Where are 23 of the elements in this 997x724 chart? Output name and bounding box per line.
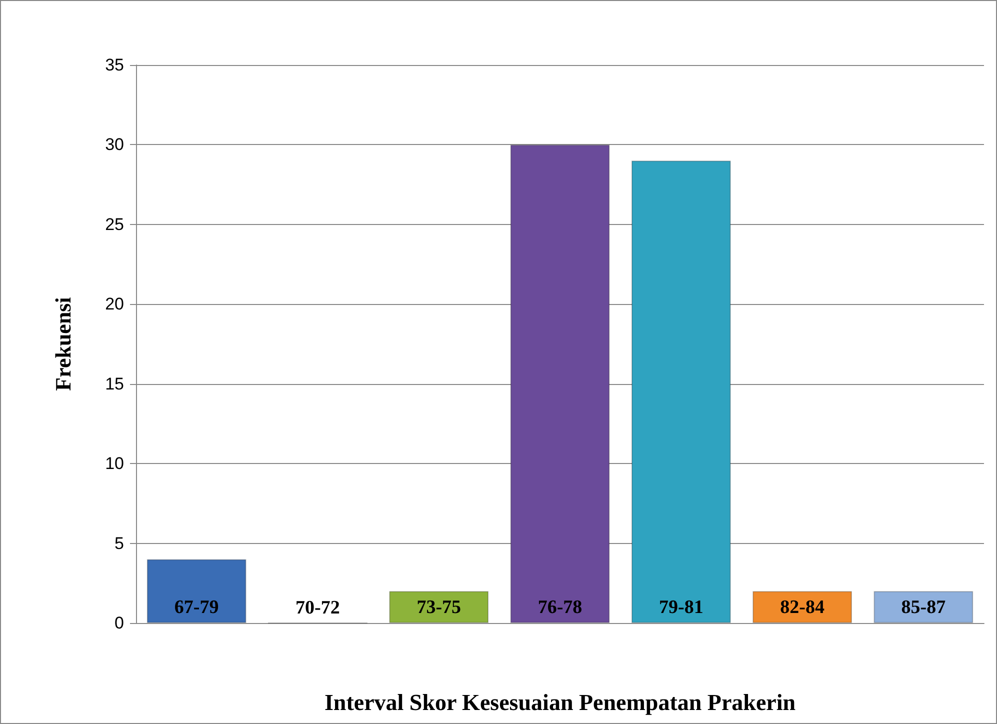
- bar: [510, 144, 610, 623]
- y-axis-title: Frekuensi: [50, 297, 76, 391]
- bar: [389, 591, 489, 623]
- x-tick-label: 73-75: [416, 597, 462, 618]
- x-tick-label: 76-78: [538, 597, 582, 618]
- x-tick-label: 79-81: [658, 597, 704, 618]
- bar: [146, 559, 246, 623]
- x-tick-label: 70-72: [296, 598, 340, 618]
- y-tick-label: 30: [105, 135, 124, 154]
- bar: [631, 160, 731, 623]
- y-tick-label: 0: [114, 614, 124, 632]
- y-tick-label: 10: [105, 454, 124, 474]
- y-tick-label: 35: [105, 56, 124, 74]
- x-axis-title: Interval Skor Kesesuaian Penempatan Prakerin: [324, 690, 796, 715]
- y-tick-label: 15: [105, 374, 124, 394]
- bar: [874, 591, 974, 623]
- y-tick-label: 5: [114, 534, 124, 553]
- x-tick-label: 85-87: [901, 597, 946, 618]
- x-tick-label: 67-79: [174, 597, 219, 618]
- y-tick-label: 25: [105, 214, 124, 234]
- bar: [752, 591, 852, 623]
- x-tick-label: 82-84: [780, 597, 825, 618]
- y-tick-label: 20: [105, 294, 124, 314]
